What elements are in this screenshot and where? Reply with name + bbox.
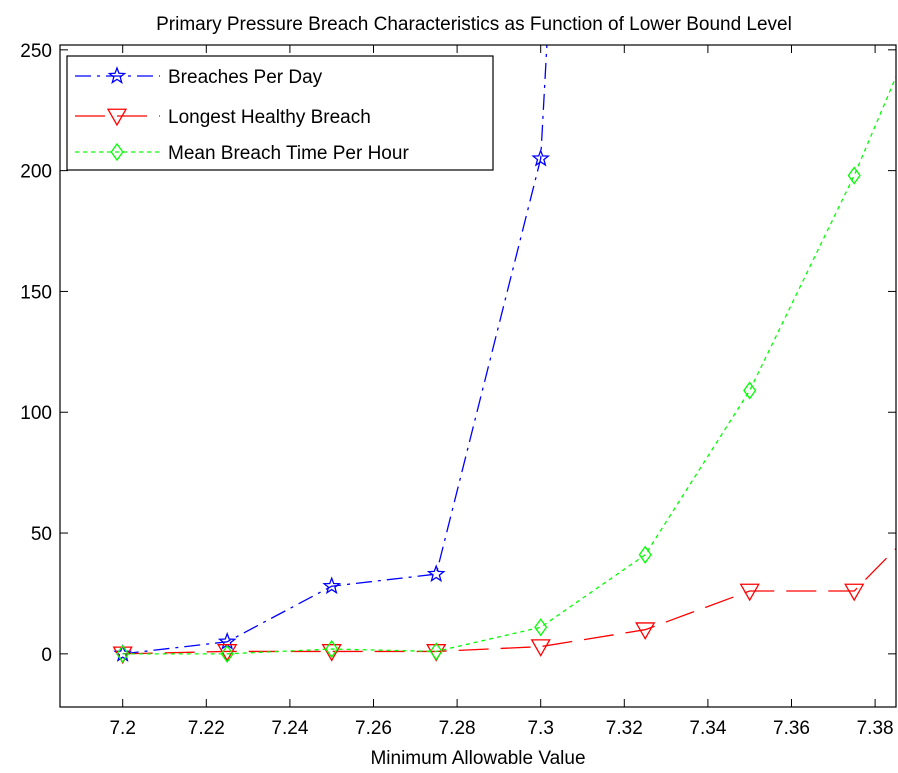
chart-title: Primary Pressure Breach Characteristics … (156, 14, 792, 35)
data-point (638, 545, 652, 564)
x-tick-label: 7.34 (689, 718, 726, 739)
x-tick-label: 7.36 (773, 718, 810, 739)
y-tick-label: 150 (20, 282, 52, 303)
data-point (743, 381, 757, 400)
x-tick-label: 7.2 (109, 718, 135, 739)
x-tick-label: 7.22 (188, 718, 225, 739)
data-point (322, 576, 342, 595)
x-axis-label: Minimum Allowable Value (370, 748, 585, 769)
data-point (534, 618, 548, 637)
legend-marker (107, 66, 127, 84)
data-point (325, 639, 339, 659)
data-point (531, 148, 551, 167)
y-tick-label: 200 (20, 162, 52, 183)
series-line (122, 75, 896, 655)
x-tick-label: 7.3 (527, 718, 553, 739)
legend-entries: Breaches Per Day Longest Healthy Breach Me… (75, 66, 409, 164)
x-tick-label: 7.24 (271, 718, 308, 739)
series-2 (116, 75, 896, 663)
legend-marker (106, 108, 128, 127)
axes-layer: 7.2 7.22 7.24 7.26 7.28 7.3 7.32 7.34 7.36 7.38 0 5… (20, 41, 897, 739)
legend-label: Breaches Per Day (168, 67, 323, 88)
data-point (530, 639, 551, 657)
x-tick-label: 7.28 (439, 718, 476, 739)
data-point (426, 564, 446, 583)
y-tick-label: 250 (20, 41, 52, 62)
legend-box (66, 55, 494, 171)
axes-box (59, 44, 897, 708)
data-point (847, 166, 861, 185)
legend: Breaches Per Day Longest Healthy Breach Me… (66, 55, 494, 171)
data-point (113, 643, 133, 662)
y-tick-label: 0 (41, 645, 52, 666)
y-tick-label: 100 (20, 403, 52, 424)
data-point (220, 644, 234, 663)
x-tick-label: 7.38 (857, 718, 894, 739)
data-point (635, 622, 656, 640)
legend-entry-1: Longest Healthy Breach (75, 107, 371, 128)
series-line (122, 547, 896, 655)
legend-entry-2: Mean Breach Time Per Hour (75, 142, 409, 164)
data-point (116, 644, 130, 663)
legend-marker (110, 142, 124, 162)
x-tick-label: 7.32 (606, 718, 643, 739)
data-point (429, 642, 443, 661)
legend-entry-0: Breaches Per Day (75, 66, 323, 88)
legend-label: Longest Healthy Breach (168, 107, 371, 128)
series-layer (112, 45, 896, 665)
data-point (321, 644, 342, 662)
x-tick-label: 7.26 (355, 718, 392, 739)
data-point (739, 583, 760, 602)
data-point (844, 583, 865, 602)
y-tick-label: 50 (31, 524, 52, 545)
legend-label: Mean Breach Time Per Hour (168, 143, 409, 164)
